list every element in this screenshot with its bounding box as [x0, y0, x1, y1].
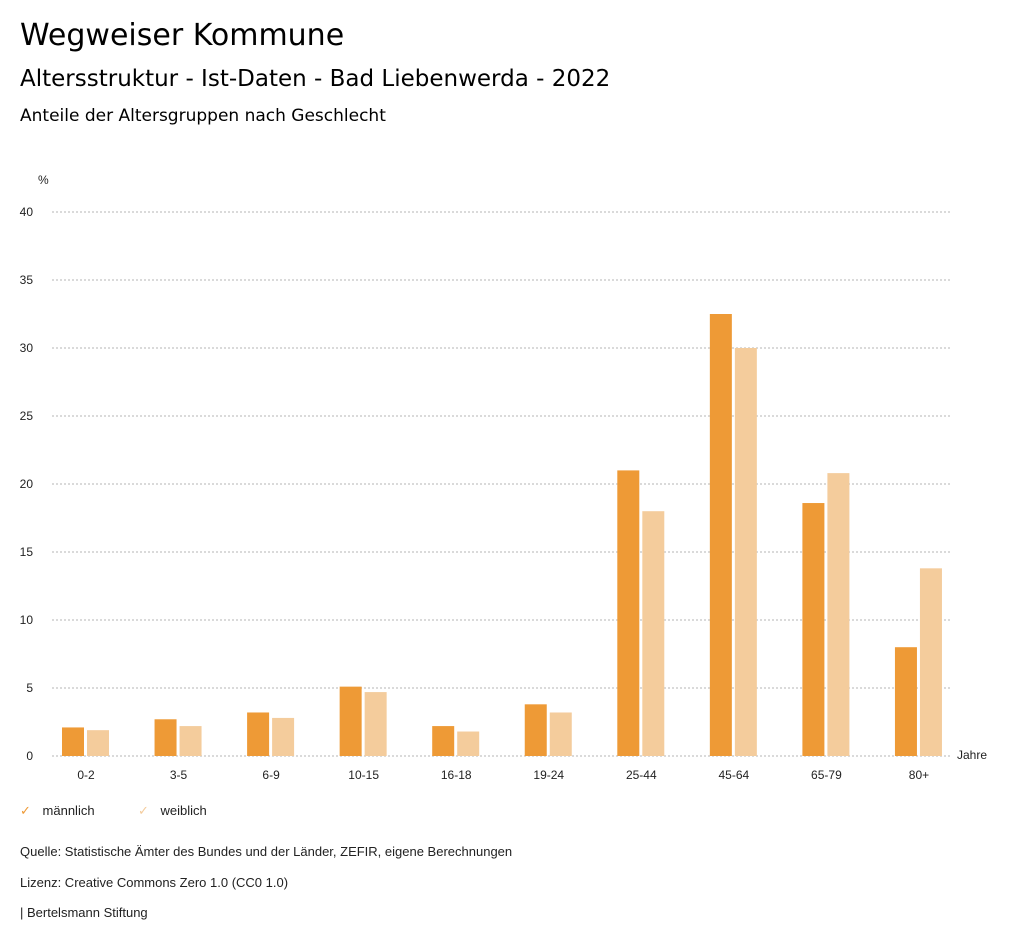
- bar-weiblich-19-24: [549, 712, 572, 756]
- bar-männlich-19-24: [524, 704, 547, 756]
- x-axis-label: Jahre: [957, 748, 987, 762]
- x-tick-label: 6-9: [262, 768, 280, 782]
- x-tick-label: 80+: [909, 768, 929, 782]
- x-tick-label: 0-2: [77, 768, 95, 782]
- bar-weiblich-3-5: [179, 726, 202, 756]
- y-tick-label: 25: [20, 409, 34, 423]
- y-tick-label: 10: [20, 613, 34, 627]
- y-tick-label: 35: [20, 273, 34, 287]
- bar-weiblich-10-15: [364, 692, 387, 756]
- y-tick-label: 20: [20, 477, 34, 491]
- bar-weiblich-65-79: [827, 473, 850, 756]
- bar-männlich-3-5: [154, 719, 177, 756]
- y-tick-label: 30: [20, 341, 34, 355]
- x-tick-label: 3-5: [170, 768, 188, 782]
- legend-label: weiblich: [160, 803, 207, 818]
- bar-weiblich-6-9: [272, 717, 295, 756]
- bar-männlich-25-44: [617, 470, 640, 756]
- bar-weiblich-0-2: [87, 730, 109, 756]
- check-icon: ✓: [138, 803, 149, 818]
- x-tick-label: 65-79: [811, 768, 842, 782]
- source-note: Quelle: Statistische Ämter des Bundes un…: [20, 844, 513, 859]
- brand-note: | Bertelsmann Stiftung: [20, 905, 148, 920]
- bar-männlich-80+: [894, 647, 917, 756]
- chart-subtitle: Altersstruktur - Ist-Daten - Bad Liebenw…: [20, 66, 611, 92]
- bar-chart: % Jahre 0 5 10 15 20 25 30 35 40 0-2 3-5 6-9 10-15 16…: [20, 173, 988, 782]
- bar-weiblich-16-18: [457, 731, 480, 756]
- chart-description: Anteile der Altersgruppen nach Geschlech…: [20, 106, 386, 126]
- bar-männlich-10-15: [339, 686, 362, 756]
- x-tick-label: 10-15: [348, 768, 379, 782]
- check-icon: ✓: [20, 803, 31, 818]
- bar-männlich-16-18: [432, 726, 455, 756]
- bar-weiblich-80+: [919, 568, 942, 756]
- license-note: Lizenz: Creative Commons Zero 1.0 (CC0 1…: [20, 875, 289, 890]
- bar-männlich-6-9: [247, 712, 270, 756]
- x-tick-label: 45-64: [718, 768, 749, 782]
- legend-label: männlich: [42, 803, 95, 818]
- legend-item-weiblich[interactable]: ✓ weiblich: [138, 803, 207, 819]
- app-title: Wegweiser Kommune: [20, 18, 345, 53]
- y-tick-label: 40: [20, 205, 34, 219]
- y-tick-label: 0: [26, 749, 33, 763]
- bar-männlich-65-79: [802, 503, 825, 756]
- x-tick-label: 25-44: [626, 768, 657, 782]
- x-tick-label: 16-18: [441, 768, 472, 782]
- y-tick-label: 5: [26, 681, 33, 695]
- y-tick-label: 15: [20, 545, 34, 559]
- legend-item-maennlich[interactable]: ✓ männlich: [20, 803, 95, 819]
- x-tick-label: 19-24: [533, 768, 564, 782]
- bar-weiblich-25-44: [642, 511, 665, 756]
- bar-männlich-45-64: [709, 314, 732, 756]
- bar-männlich-0-2: [62, 727, 84, 756]
- bar-weiblich-45-64: [734, 348, 757, 756]
- y-axis-label: %: [38, 173, 49, 187]
